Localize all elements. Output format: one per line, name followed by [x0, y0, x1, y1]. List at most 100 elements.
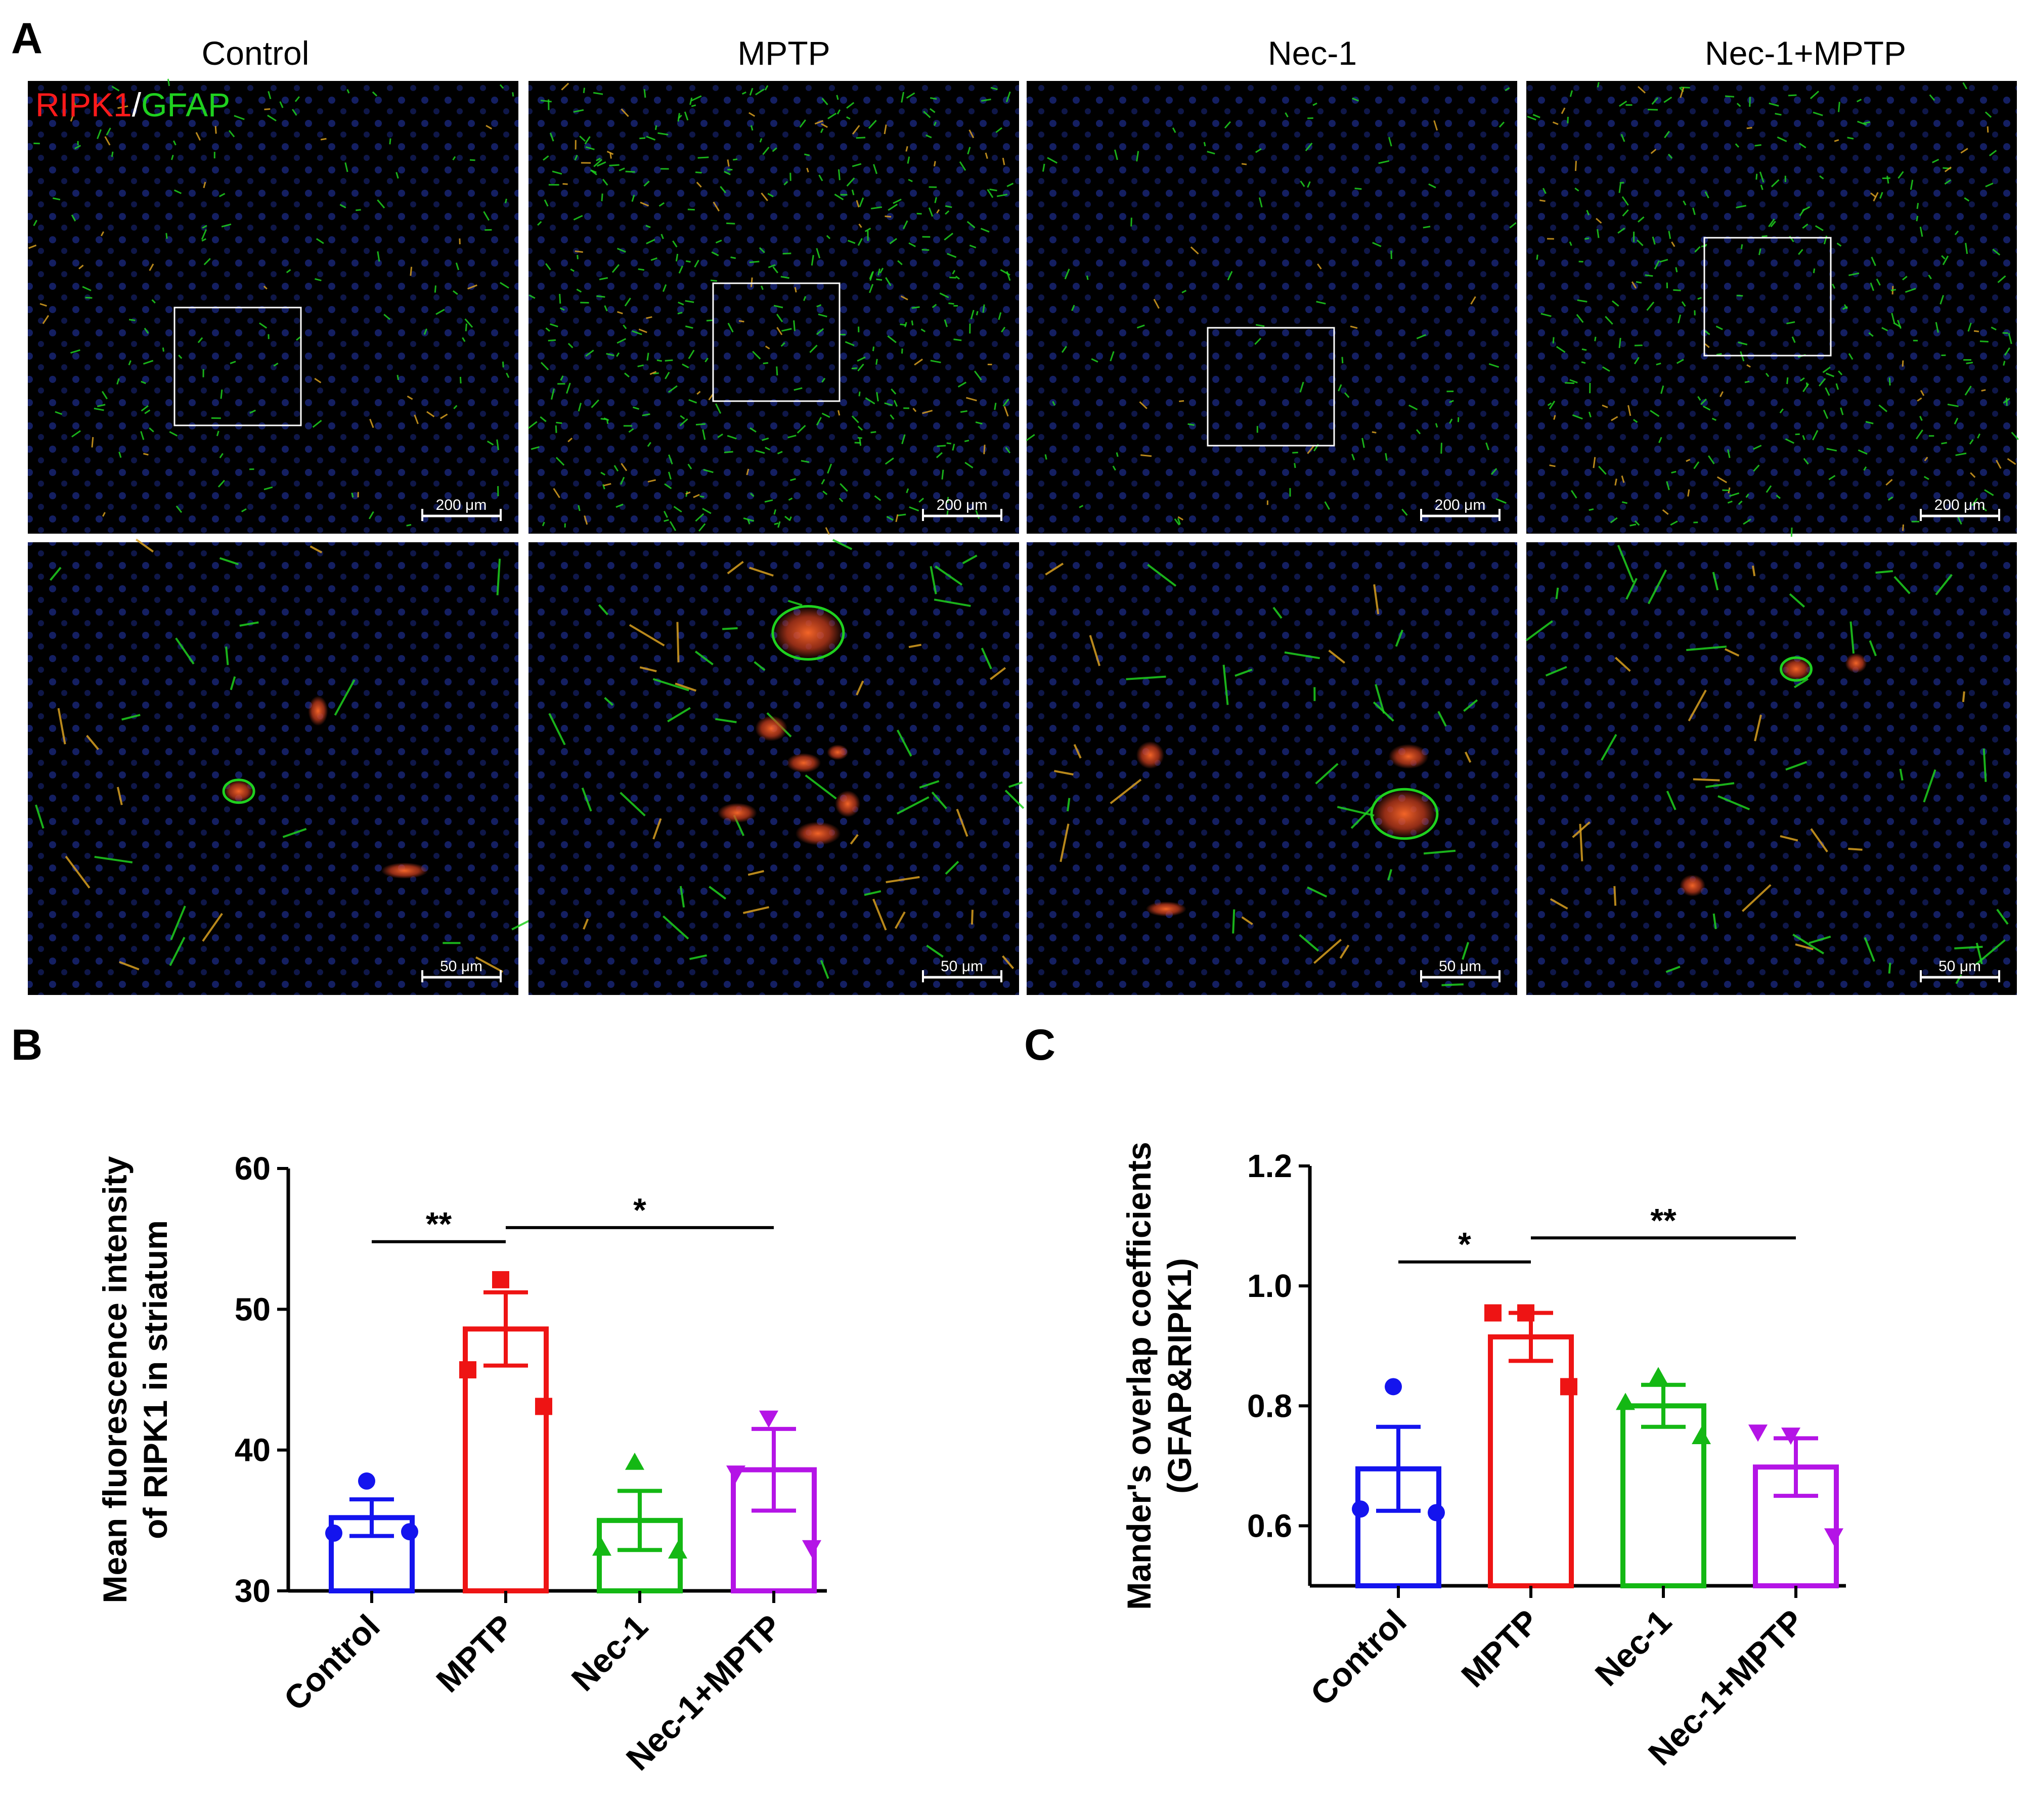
- astrocyte-process: [967, 147, 971, 155]
- astrocyte-process: [573, 214, 583, 221]
- astrocyte-process: [1891, 313, 1895, 324]
- ripk1-positive-cell: [795, 821, 841, 845]
- astrocyte-process: [1916, 215, 1919, 222]
- astrocyte-process: [1873, 192, 1879, 202]
- astrocyte-process: [799, 119, 806, 128]
- astrocyte-process: [1026, 434, 1035, 441]
- astrocyte-process: [822, 490, 828, 495]
- astrocyte-process: [496, 439, 499, 450]
- astrocyte-process: [70, 116, 74, 122]
- astrocyte-process: [711, 251, 719, 256]
- astrocyte-process: [747, 870, 764, 876]
- astrocyte-process: [885, 277, 892, 286]
- astrocyte-process: [859, 438, 862, 446]
- significance-label: **: [426, 1205, 452, 1243]
- astrocyte-process: [1828, 474, 1836, 481]
- astrocyte-process: [820, 960, 829, 979]
- astrocyte-process: [1255, 324, 1265, 327]
- astrocyte-process: [201, 238, 206, 242]
- astrocyte-process: [897, 260, 903, 266]
- data-point-control: [401, 1523, 418, 1541]
- astrocyte-process: [1870, 192, 1876, 198]
- astrocyte-process: [1328, 649, 1346, 664]
- astrocyte-process: [170, 155, 174, 160]
- astrocyte-process: [922, 410, 933, 414]
- astrocyte-process: [840, 483, 848, 492]
- astrocyte-process: [665, 372, 670, 379]
- astrocyte-process: [780, 276, 789, 279]
- astrocyte-process: [696, 391, 701, 395]
- astrocyte-process: [935, 565, 963, 586]
- astrocyte-process: [1803, 458, 1809, 465]
- astrocyte-process: [836, 109, 841, 115]
- astrocyte-process: [1789, 593, 1805, 608]
- astrocyte-process: [888, 203, 898, 211]
- astrocyte-process: [832, 539, 853, 550]
- astrocyte-process: [768, 264, 776, 269]
- astrocyte-process: [1771, 179, 1780, 188]
- astrocyte-process: [790, 478, 796, 482]
- astrocyte-process: [971, 909, 974, 925]
- scale-bar-label: 200 μm: [937, 497, 988, 513]
- astrocyte-process: [945, 860, 959, 875]
- astrocyte-process: [1941, 255, 1946, 259]
- astrocyte-process: [1870, 282, 1874, 291]
- astrocyte-process: [647, 442, 651, 447]
- stain-label-separator: /: [132, 86, 142, 123]
- astrocyte-process: [49, 567, 62, 581]
- x-tick-label: MPTP: [429, 1608, 521, 1700]
- astrocyte-process: [1602, 366, 1610, 372]
- astrocyte-process: [1351, 454, 1355, 461]
- astrocyte-process: [616, 247, 626, 253]
- astrocyte-process: [584, 515, 588, 525]
- astrocyte-process: [645, 225, 651, 228]
- astrocyte-process: [1498, 121, 1505, 128]
- astrocyte-process: [1977, 433, 1980, 439]
- astrocyte-process: [621, 463, 628, 471]
- astrocyte-process: [286, 269, 291, 274]
- astrocyte-process: [1241, 916, 1253, 925]
- astrocyte-process: [604, 697, 614, 706]
- astrocyte-process: [964, 440, 969, 443]
- astrocyte-process: [936, 452, 943, 458]
- astrocyte-process: [966, 221, 976, 229]
- astrocyte-process: [1064, 269, 1070, 280]
- astrocyte-process: [722, 627, 738, 630]
- astrocyte-process: [1712, 572, 1719, 591]
- astrocyte-process: [874, 495, 881, 501]
- ripk1-gfap-colocalized-cell: [1780, 656, 1813, 682]
- astrocyte-process: [912, 408, 917, 412]
- astrocyte-process: [1663, 96, 1672, 103]
- astrocyte-process: [1227, 271, 1233, 281]
- astrocyte-process: [1666, 791, 1677, 810]
- astrocyte-process: [755, 89, 765, 96]
- astrocyte-process: [602, 179, 608, 186]
- astrocyte-process: [1760, 184, 1764, 190]
- ripk1-gfap-colocalized-cell: [1370, 788, 1439, 840]
- astrocyte-process: [606, 353, 614, 357]
- astrocyte-process: [662, 915, 689, 940]
- astrocyte-process: [1299, 381, 1304, 393]
- astrocyte-process: [640, 201, 649, 207]
- astrocyte-process: [846, 116, 851, 120]
- astrocyte-process: [889, 238, 897, 244]
- y-tick-label: 1.2: [1247, 1148, 1292, 1184]
- column-title-nec1: Nec-1: [1268, 34, 1357, 72]
- ripk1-gfap-colocalized-cell: [771, 605, 845, 661]
- astrocyte-process: [264, 108, 271, 110]
- astrocyte-process: [1893, 576, 1911, 594]
- bar-nec-1: [1620, 1403, 1706, 1588]
- astrocyte-process: [1964, 197, 1970, 202]
- astrocyte-process: [1463, 699, 1478, 712]
- astrocyte-process: [1967, 322, 1972, 332]
- astrocyte-process: [1005, 447, 1011, 454]
- astrocyte-process: [749, 88, 754, 96]
- astrocyte-process: [1002, 955, 1015, 969]
- astrocyte-process: [663, 510, 668, 518]
- astrocyte-process: [1935, 574, 1953, 595]
- astrocyte-process: [383, 314, 390, 320]
- astrocyte-process: [664, 519, 669, 522]
- astrocyte-process: [1172, 127, 1176, 133]
- astrocyte-process: [964, 462, 974, 468]
- astrocyte-process: [869, 284, 874, 293]
